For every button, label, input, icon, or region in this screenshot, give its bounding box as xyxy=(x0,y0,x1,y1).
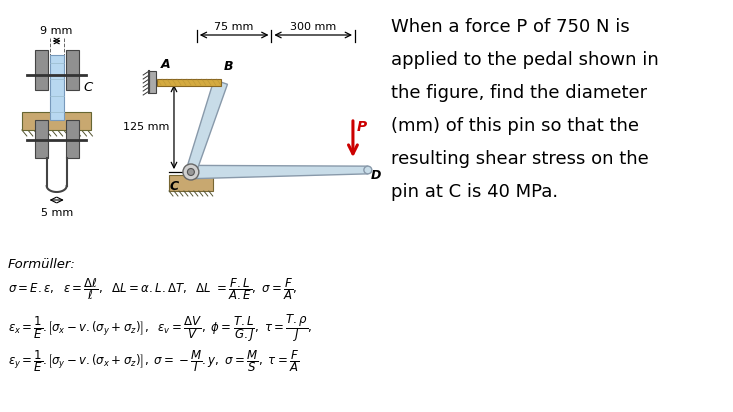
Text: B: B xyxy=(224,60,233,73)
Text: 5 mm: 5 mm xyxy=(40,208,73,218)
Text: (mm) of this pin so that the: (mm) of this pin so that the xyxy=(391,117,638,135)
Text: P: P xyxy=(357,120,367,134)
Bar xyxy=(34,120,48,158)
Text: 300 mm: 300 mm xyxy=(290,22,336,32)
Text: D: D xyxy=(371,169,381,182)
Circle shape xyxy=(188,169,194,176)
Polygon shape xyxy=(186,80,227,173)
Bar xyxy=(22,112,92,130)
Text: $\varepsilon_y=\dfrac{1}{E}.\!\left[\sigma_y-v.(\sigma_x+\sigma_z)\right],\ \sig: $\varepsilon_y=\dfrac{1}{E}.\!\left[\sig… xyxy=(8,348,299,374)
Bar xyxy=(50,55,64,120)
Text: A: A xyxy=(161,58,171,71)
Text: C: C xyxy=(170,180,179,193)
Circle shape xyxy=(183,164,199,180)
Text: 75 mm: 75 mm xyxy=(215,22,254,32)
Bar xyxy=(157,79,221,86)
Text: pin at C is 40 MPa.: pin at C is 40 MPa. xyxy=(391,183,558,201)
Bar xyxy=(34,50,48,90)
Text: $\varepsilon_x=\dfrac{1}{E}.\!\left[\sigma_x-v.(\sigma_y+\sigma_z)\right],$  $\v: $\varepsilon_x=\dfrac{1}{E}.\!\left[\sig… xyxy=(8,312,312,344)
Text: C: C xyxy=(84,80,93,94)
Text: 125 mm: 125 mm xyxy=(122,122,169,132)
Bar xyxy=(66,120,78,158)
Text: Formüller:: Formüller: xyxy=(8,258,75,271)
Text: 9 mm: 9 mm xyxy=(40,26,73,36)
Ellipse shape xyxy=(364,166,372,174)
Bar xyxy=(169,175,213,191)
Bar xyxy=(66,50,78,90)
Bar xyxy=(149,71,156,93)
Text: When a force P of 750 N is: When a force P of 750 N is xyxy=(391,18,630,36)
Text: applied to the pedal shown in: applied to the pedal shown in xyxy=(391,51,658,69)
Text: the figure, find the diameter: the figure, find the diameter xyxy=(391,84,647,102)
Text: $\sigma = E.\varepsilon,$  $\varepsilon=\dfrac{\Delta\ell}{\ell},$  $\Delta L=\a: $\sigma = E.\varepsilon,$ $\varepsilon=\… xyxy=(8,276,298,302)
Text: resulting shear stress on the: resulting shear stress on the xyxy=(391,150,649,168)
Polygon shape xyxy=(196,165,368,178)
